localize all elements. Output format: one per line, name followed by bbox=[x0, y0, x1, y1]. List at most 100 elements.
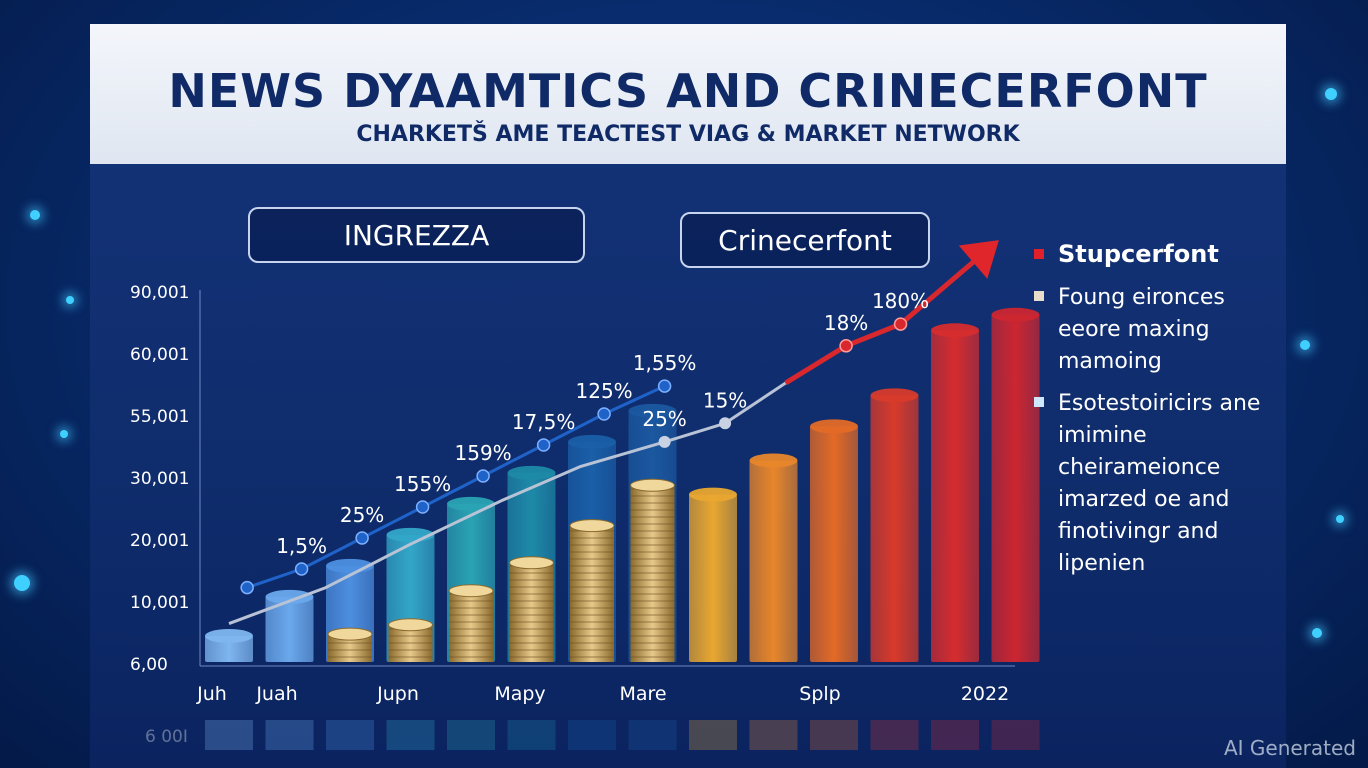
x-tick-label: Splp bbox=[799, 683, 840, 705]
glow-dot bbox=[60, 430, 68, 438]
bar-cap bbox=[810, 419, 858, 434]
page-title: NEWS DYAAMTICS AND CRINECERFONT bbox=[168, 64, 1208, 118]
bar-reflection bbox=[870, 720, 919, 750]
ai-generated-watermark: AI Generated bbox=[1223, 736, 1356, 760]
bar-cap bbox=[991, 307, 1040, 322]
x-tick-label: Juah bbox=[255, 683, 297, 705]
legend-swatch bbox=[1034, 291, 1044, 301]
y-tick-label: 6,00 bbox=[130, 655, 168, 675]
y-tick-label: 90,001 bbox=[130, 283, 189, 303]
series-line bbox=[228, 381, 787, 625]
series-point bbox=[839, 339, 853, 353]
legend-item: Stupcerfont bbox=[1034, 240, 1274, 268]
legend-swatch bbox=[1034, 397, 1044, 407]
series-point bbox=[658, 435, 671, 448]
bar-reflection bbox=[568, 720, 616, 750]
legend-item: Foung eironces eeore maxing mamoing bbox=[1034, 282, 1274, 378]
series-point bbox=[294, 562, 309, 576]
y-tick-label: 30,001 bbox=[130, 469, 189, 489]
data-label: 18% bbox=[824, 311, 868, 335]
bar-reflection bbox=[749, 720, 798, 750]
data-label: 15% bbox=[703, 388, 747, 412]
bar bbox=[810, 426, 858, 662]
series-point bbox=[240, 580, 254, 595]
bar bbox=[991, 314, 1040, 662]
bar-reflection bbox=[991, 720, 1040, 750]
x-tick-label: Juh bbox=[196, 683, 227, 705]
bar-cap bbox=[447, 496, 495, 511]
coin-top bbox=[448, 584, 494, 598]
y-tick-label: 60,001 bbox=[130, 345, 189, 365]
bar-cap bbox=[205, 628, 253, 643]
legend-swatch bbox=[1034, 249, 1044, 259]
coin-top bbox=[388, 618, 433, 632]
x-tick-label: 2022 bbox=[961, 683, 1009, 705]
series-point bbox=[657, 379, 672, 393]
data-label: 159% bbox=[455, 441, 512, 465]
glow-dot bbox=[1325, 88, 1337, 100]
legend-label: Stupcerfont bbox=[1058, 240, 1219, 268]
legend-item: Esotestoiricirs ane imimine cheirameionc… bbox=[1034, 388, 1274, 580]
label-pill-crinecerfont: Crinecerfont bbox=[680, 212, 930, 268]
glow-dot bbox=[1312, 628, 1322, 638]
series-point bbox=[597, 407, 611, 421]
data-label: 1,5% bbox=[276, 534, 327, 558]
series-point bbox=[415, 500, 430, 514]
data-label: 1,55% bbox=[633, 351, 697, 375]
series-line bbox=[784, 244, 993, 386]
bar-cap bbox=[507, 465, 556, 480]
bar bbox=[749, 460, 798, 662]
bar-cap bbox=[870, 388, 919, 403]
bar-cap bbox=[568, 434, 616, 449]
bar-reflection bbox=[205, 720, 253, 750]
data-label: 180% bbox=[872, 289, 929, 313]
page-subtitle: CHARKETŠ AME TEACTEST VIAǤ & MARKET NETW… bbox=[356, 122, 1020, 147]
bar-cap bbox=[931, 323, 979, 338]
y-tick-label: 55,001 bbox=[130, 407, 189, 427]
x-tick-label: Mapy bbox=[494, 683, 545, 705]
bar-reflection bbox=[265, 720, 314, 750]
data-label: 17,5% bbox=[512, 410, 576, 434]
glow-dot bbox=[1336, 515, 1344, 523]
series-point bbox=[536, 438, 551, 452]
legend-label: Foung eironces eeore maxing mamoing bbox=[1058, 285, 1225, 374]
reflection-label: 6 00I bbox=[145, 727, 188, 747]
header-banner: NEWS DYAAMTICS AND CRINECERFONT CHARKETŠ… bbox=[90, 24, 1286, 164]
glow-dot bbox=[14, 575, 30, 591]
bar-reflection bbox=[507, 720, 556, 750]
data-label: 125% bbox=[576, 379, 633, 403]
bar bbox=[931, 330, 979, 662]
x-tick-label: Jupn bbox=[376, 683, 419, 705]
bar-cap bbox=[265, 589, 314, 604]
coin-top bbox=[630, 478, 675, 492]
bar-cap bbox=[689, 487, 737, 502]
data-label: 25% bbox=[340, 503, 384, 527]
glow-dot bbox=[66, 296, 74, 304]
legend: Stupcerfont Foung eironces eeore maxing … bbox=[1034, 240, 1274, 588]
label-pill-ingrezza: INGREZZA bbox=[248, 207, 585, 263]
bar-cap bbox=[628, 403, 677, 418]
bar bbox=[205, 635, 253, 662]
bar-cap bbox=[749, 453, 798, 468]
bar-reflection bbox=[386, 720, 435, 750]
bar-reflection bbox=[931, 720, 979, 750]
coin-stack bbox=[630, 485, 675, 662]
bar-reflection bbox=[810, 720, 858, 750]
coin-stack bbox=[509, 562, 554, 662]
bar bbox=[689, 494, 737, 662]
glow-dot bbox=[30, 210, 40, 220]
bar bbox=[265, 596, 314, 662]
data-label: 25% bbox=[642, 407, 686, 431]
arrow-head bbox=[958, 240, 999, 279]
bar-reflection bbox=[689, 720, 737, 750]
bar-reflection bbox=[628, 720, 677, 750]
bar-reflection bbox=[326, 720, 374, 750]
series-point bbox=[719, 417, 732, 430]
data-label: 155% bbox=[394, 472, 451, 496]
legend-label: Esotestoiricirs ane imimine cheirameionc… bbox=[1058, 391, 1261, 576]
y-tick-label: 10,001 bbox=[130, 593, 189, 613]
y-tick-label: 20,001 bbox=[130, 531, 189, 551]
series-point bbox=[893, 317, 908, 331]
coin-top bbox=[509, 556, 554, 570]
